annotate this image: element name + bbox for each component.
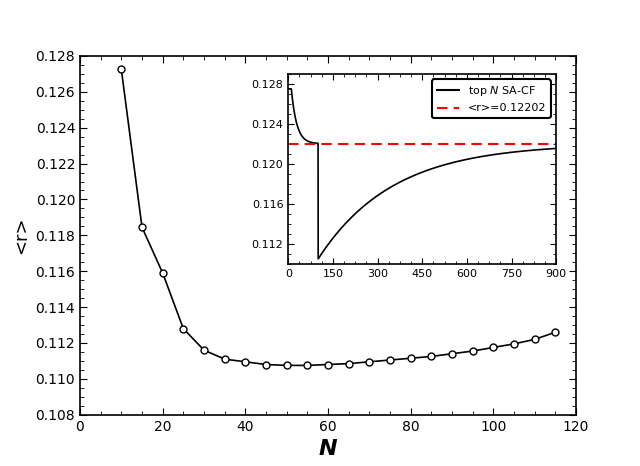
Y-axis label: <r>: <r> — [12, 217, 30, 254]
Legend: top $\it{N}$ SA-CF, <r>=0.12202: top $\it{N}$ SA-CF, <r>=0.12202 — [432, 79, 550, 118]
X-axis label: N: N — [319, 439, 337, 459]
